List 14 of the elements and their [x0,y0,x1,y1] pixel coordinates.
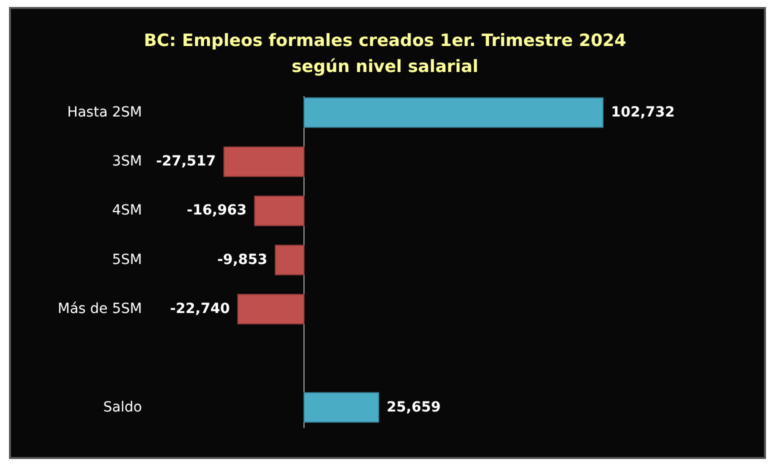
y-tick-label: 3SM [112,154,142,170]
data-label: -9,853 [217,252,268,268]
data-label: 25,659 [386,399,441,416]
chart-subtitle: según nivel salarial [292,57,478,77]
y-tick-label: Saldo [103,399,142,416]
y-tick-label: Hasta 2SM [67,104,142,120]
y-tick-label: 4SM [112,202,142,219]
y-tick-label: Más de 5SM [58,300,142,317]
y-tick-label: 5SM [112,252,142,268]
data-label: -22,740 [170,300,230,317]
data-label: 102,732 [611,104,675,120]
chart-title: BC: Empleos formales creados 1er. Trimestre 2024 [144,31,626,51]
data-label: -27,517 [156,154,216,170]
data-label: -16,963 [186,202,247,219]
